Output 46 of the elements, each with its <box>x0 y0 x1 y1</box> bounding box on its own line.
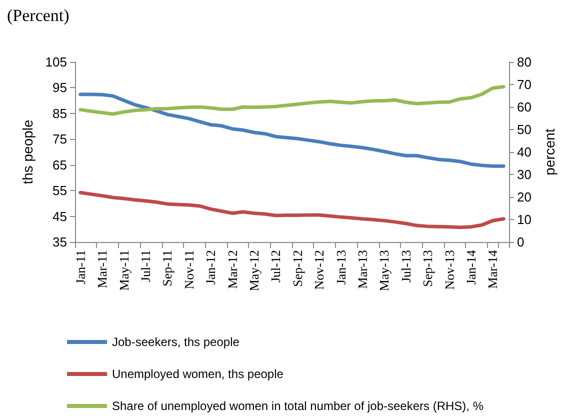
line-series <box>78 92 506 168</box>
chart-title: (Percent) <box>7 6 70 25</box>
y2-tick-label: 40 <box>517 144 532 160</box>
y-tick-label: 55 <box>52 183 67 198</box>
y2-tick-label: 50 <box>517 122 532 137</box>
x-tick-label: Mar-12 <box>224 250 240 289</box>
y-tick-label: 95 <box>52 80 67 96</box>
y2-tick-label: 10 <box>517 212 532 227</box>
x-tick-label: Jul-11 <box>138 250 154 282</box>
x-tick-label: Nov-11 <box>181 250 196 290</box>
y2-tick-label: 70 <box>517 77 532 92</box>
legend-label: Job-seekers, ths people <box>112 335 240 349</box>
x-tick-label: Jul-13 <box>398 250 414 282</box>
x-tick-label: May-13 <box>376 250 392 292</box>
x-tick-label: Mar-11 <box>94 250 110 288</box>
x-tick-label: Jan-12 <box>203 250 218 285</box>
y2-tick-label: 20 <box>517 190 532 204</box>
legend-label: Unemployed women, ths people <box>112 367 284 381</box>
y2-tick-label: 0 <box>517 234 524 250</box>
x-tick-label: Sep-11 <box>160 250 175 286</box>
x-tick-label: Mar-13 <box>355 250 370 289</box>
y-tick-label: 45 <box>52 208 67 224</box>
line-series <box>78 85 506 116</box>
y2-tick-label: 80 <box>517 54 532 70</box>
x-tick-label: Jan-13 <box>333 250 348 285</box>
x-tick-label: Jan-11 <box>72 250 88 284</box>
legend-label: Share of unemployed women in total number of job-seekers (RHS), % <box>112 399 484 413</box>
y-tick-label: 85 <box>52 106 67 121</box>
x-tick-label: Jan-14 <box>464 250 479 285</box>
x-tick-label: Sep-12 <box>290 250 305 287</box>
x-tick-label: Nov-12 <box>312 250 327 290</box>
x-tick-label: Mar-14 <box>485 250 500 289</box>
y-tick-label: 35 <box>52 234 67 250</box>
line-series <box>78 190 506 230</box>
y2-tick-label: 60 <box>517 100 532 114</box>
y-axis-title: ths people <box>19 119 36 184</box>
y2-tick-label: 30 <box>517 167 532 182</box>
x-tick-label: Nov-13 <box>442 250 457 290</box>
y-tick-label: 105 <box>45 54 67 70</box>
x-tick-label: Jul-12 <box>268 250 284 282</box>
y-tick-label: 75 <box>52 132 67 147</box>
x-tick-label: Sep-13 <box>420 250 436 287</box>
y-tick-label: 65 <box>52 157 67 172</box>
x-tick-label: May-12 <box>246 250 262 292</box>
x-tick-label: May-11 <box>116 250 132 291</box>
y2-axis-title: percent <box>541 128 558 176</box>
